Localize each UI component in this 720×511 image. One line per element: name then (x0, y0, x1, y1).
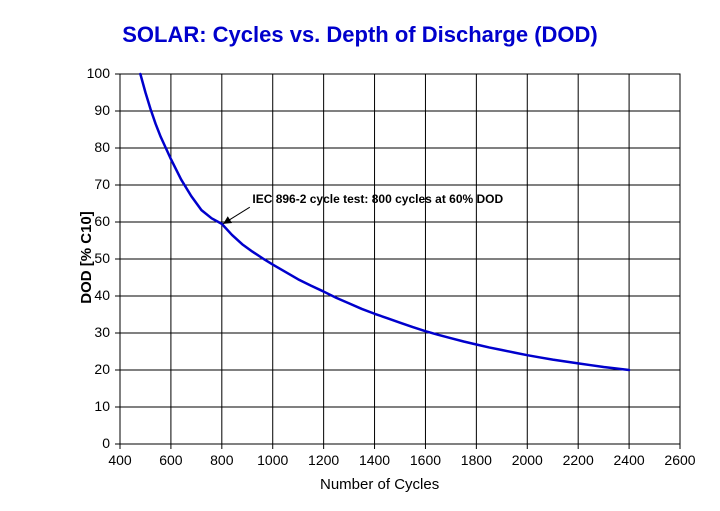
x-tick-label: 1200 (306, 452, 342, 468)
x-tick-label: 400 (102, 452, 138, 468)
x-tick-label: 2200 (560, 452, 596, 468)
x-tick-label: 1400 (357, 452, 393, 468)
y-tick-label: 70 (94, 176, 110, 192)
y-tick-label: 60 (94, 213, 110, 229)
y-tick-label: 80 (94, 139, 110, 155)
y-tick-label: 40 (94, 287, 110, 303)
y-tick-label: 10 (94, 398, 110, 414)
annotation-label: IEC 896-2 cycle test: 800 cycles at 60% … (252, 192, 503, 206)
y-tick-label: 50 (94, 250, 110, 266)
x-tick-label: 2600 (662, 452, 698, 468)
x-tick-label: 800 (204, 452, 240, 468)
y-tick-label: 0 (102, 435, 110, 451)
x-tick-label: 1800 (458, 452, 494, 468)
x-tick-label: 1600 (407, 452, 443, 468)
y-tick-label: 100 (87, 65, 110, 81)
y-tick-label: 90 (94, 102, 110, 118)
x-tick-label: 2400 (611, 452, 647, 468)
x-tick-label: 600 (153, 452, 189, 468)
x-tick-label: 1000 (255, 452, 291, 468)
x-tick-label: 2000 (509, 452, 545, 468)
y-tick-label: 20 (94, 361, 110, 377)
y-tick-label: 30 (94, 324, 110, 340)
